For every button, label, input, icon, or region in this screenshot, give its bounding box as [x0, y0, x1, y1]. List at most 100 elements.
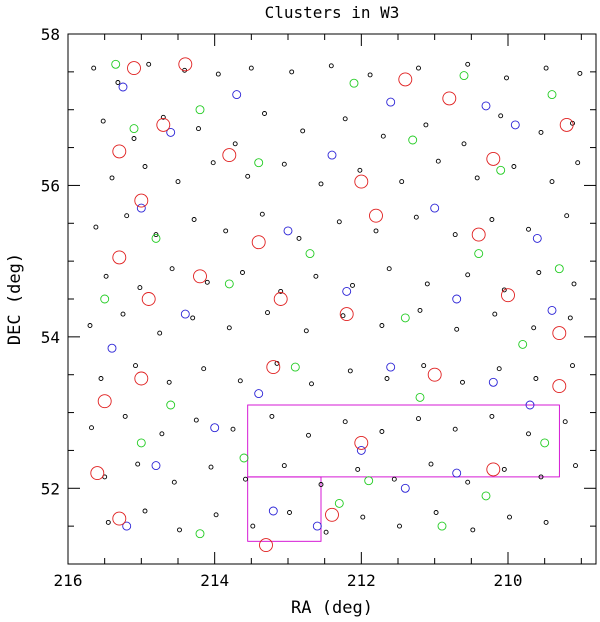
- cluster-point: [379, 323, 385, 328]
- cluster-point: [239, 453, 249, 463]
- cluster-point: [552, 326, 567, 341]
- cluster-point: [356, 445, 366, 455]
- cluster-point: [340, 313, 346, 319]
- cluster-point: [146, 61, 152, 67]
- cluster-point: [518, 339, 528, 349]
- cluster-point: [460, 379, 465, 385]
- cluster-point: [504, 75, 509, 81]
- cluster-point: [93, 224, 99, 230]
- cluster-point: [454, 326, 460, 332]
- cluster-point: [232, 141, 238, 147]
- cluster-point: [427, 367, 442, 382]
- cluster-point: [224, 279, 234, 289]
- cluster-point: [379, 429, 385, 434]
- cluster-point: [526, 226, 531, 232]
- cluster-point: [399, 179, 405, 185]
- cluster-point: [364, 476, 374, 486]
- cluster-point: [175, 179, 181, 185]
- cluster-point: [134, 193, 149, 208]
- cluster-point: [488, 377, 498, 387]
- cluster-point: [397, 523, 402, 529]
- cluster-point: [240, 270, 245, 275]
- cluster-point: [210, 423, 220, 433]
- cluster-point: [501, 288, 515, 303]
- tick-label: 212: [347, 571, 376, 590]
- cluster-point: [567, 315, 573, 321]
- cluster-point: [510, 120, 520, 130]
- cluster-point: [386, 362, 396, 372]
- cluster-point: [536, 270, 542, 275]
- cluster-point: [347, 368, 353, 374]
- cluster-point: [492, 311, 498, 317]
- cluster-point: [115, 80, 121, 85]
- cluster-point: [380, 133, 386, 139]
- cluster-point: [501, 287, 507, 293]
- cluster-point: [570, 363, 575, 369]
- cluster-point: [437, 521, 447, 531]
- cluster-point: [400, 483, 410, 493]
- cluster-point: [435, 158, 441, 164]
- cluster-point: [254, 158, 264, 168]
- cluster-point: [538, 474, 544, 480]
- cluster-point: [269, 413, 275, 419]
- cluster-point: [296, 235, 302, 241]
- cluster-point: [349, 78, 359, 88]
- cluster-point: [248, 65, 254, 71]
- cluster-point: [465, 479, 471, 485]
- cluster-point: [496, 366, 502, 372]
- cluster-point: [124, 213, 130, 219]
- cluster-point: [251, 235, 266, 250]
- cluster-point: [486, 151, 501, 166]
- cluster-point: [166, 127, 176, 137]
- plot-frame: [67, 33, 597, 565]
- cluster-point: [538, 129, 544, 135]
- cluster-point: [373, 228, 379, 234]
- cluster-point: [459, 71, 469, 81]
- cluster-point: [127, 61, 141, 76]
- cluster-point: [562, 419, 568, 425]
- tick-label: 52: [41, 479, 60, 498]
- cluster-point: [259, 538, 273, 553]
- cluster-point: [196, 126, 201, 132]
- cluster-point: [281, 463, 287, 469]
- cluster-point: [486, 462, 501, 477]
- cluster-point: [213, 512, 219, 518]
- cluster-point: [136, 438, 146, 448]
- cluster-point: [204, 279, 210, 285]
- cluster-point: [103, 273, 109, 279]
- cluster-point: [151, 461, 161, 471]
- cluster-point: [334, 498, 344, 508]
- cluster-point: [111, 59, 121, 69]
- cluster-point: [107, 343, 117, 353]
- cluster-point: [313, 273, 319, 279]
- cluster-point: [547, 305, 557, 315]
- cluster-point: [129, 124, 139, 134]
- cluster-point: [408, 135, 418, 145]
- cluster-point: [564, 213, 570, 219]
- cluster-point: [289, 69, 295, 75]
- tick-label: 214: [200, 571, 229, 590]
- cluster-point: [398, 72, 413, 87]
- cluster-markers: [87, 57, 583, 553]
- cluster-point: [160, 114, 166, 120]
- cluster-point: [489, 413, 495, 419]
- tick-label: 210: [494, 571, 523, 590]
- cluster-point: [120, 311, 126, 317]
- cluster-point: [157, 330, 163, 336]
- cluster-point: [166, 379, 172, 385]
- cluster-point: [423, 122, 429, 128]
- cluster-point: [273, 292, 288, 306]
- cluster-point: [169, 266, 175, 272]
- cluster-point: [325, 507, 339, 522]
- cluster-point: [122, 521, 132, 531]
- cluster-point: [137, 285, 143, 291]
- cluster-point: [559, 117, 574, 132]
- cluster-point: [142, 164, 148, 169]
- cluster-point: [287, 510, 292, 515]
- cluster-point: [415, 392, 425, 402]
- cluster-point: [369, 208, 383, 223]
- cluster-point: [452, 426, 458, 432]
- cluster-point: [250, 523, 256, 529]
- cluster-point: [543, 65, 549, 71]
